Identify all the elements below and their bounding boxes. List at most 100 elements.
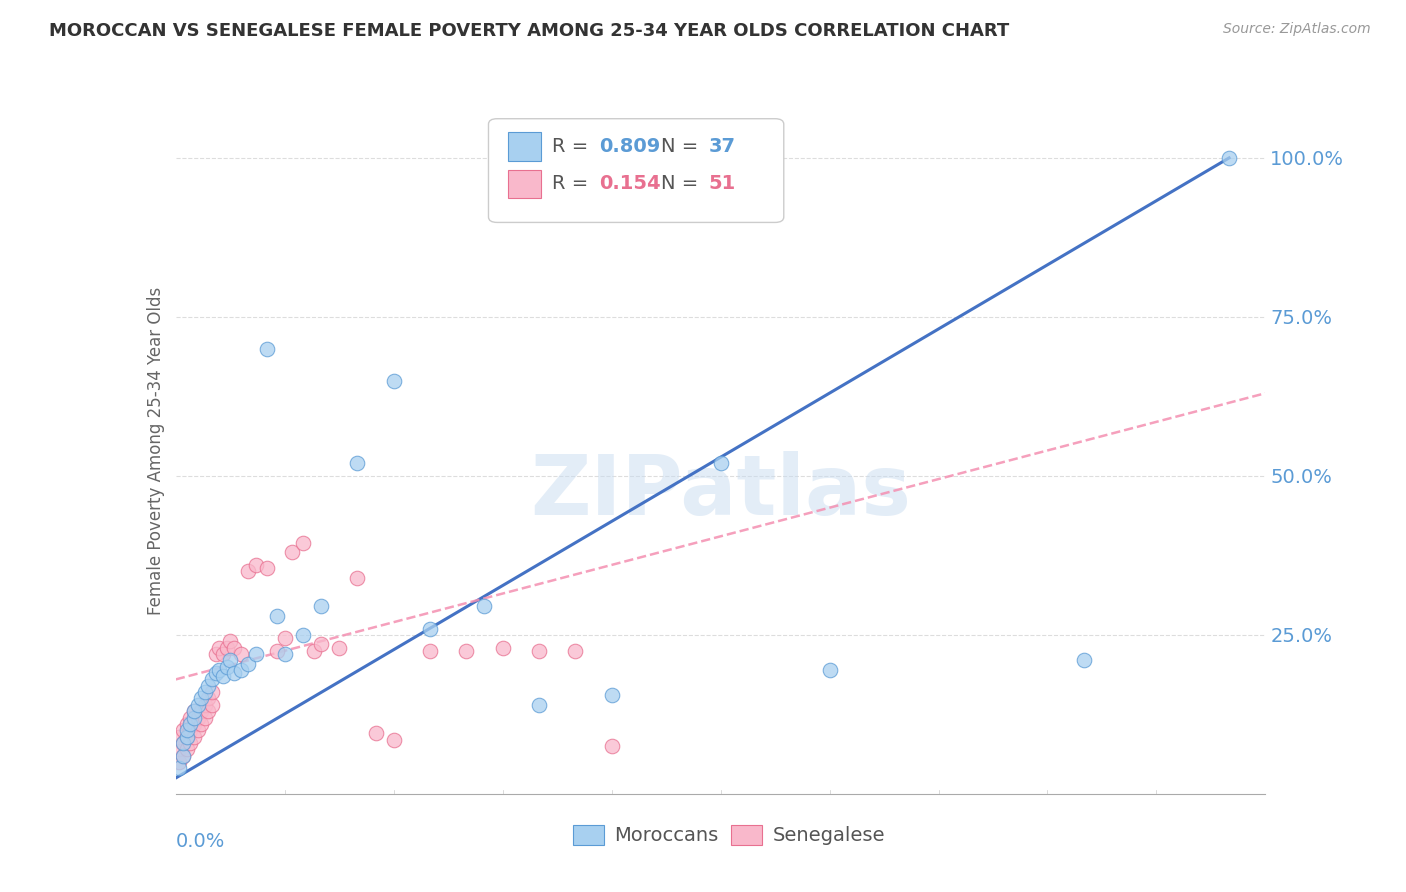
Text: Moroccans: Moroccans [614,826,718,845]
Point [172,748,194,763]
Point [172,748,194,763]
Point [238,657,260,671]
Point [231,647,253,661]
Point [419,622,441,636]
Point [183,710,205,724]
Text: 0.809: 0.809 [599,136,661,156]
Point [256,342,278,356]
Point [474,599,496,614]
Text: MOROCCAN VS SENEGALESE FEMALE POVERTY AMONG 25-34 YEAR OLDS CORRELATION CHART: MOROCCAN VS SENEGALESE FEMALE POVERTY AM… [49,22,1010,40]
FancyBboxPatch shape [508,132,541,161]
Point [222,640,245,655]
Y-axis label: Female Poverty Among 25-34 Year Olds: Female Poverty Among 25-34 Year Olds [146,286,165,615]
Point [183,730,205,744]
Point [176,730,198,744]
Point [169,730,191,744]
Point [1218,151,1240,165]
Text: R =: R = [551,175,595,194]
Point [382,732,405,747]
Point [222,666,245,681]
Point [346,456,368,470]
Point [186,723,209,738]
Point [231,663,253,677]
Point [176,723,198,738]
Point [600,688,623,702]
Point [179,736,201,750]
Point [215,659,238,673]
Point [194,685,217,699]
Point [456,644,478,658]
Text: R =: R = [551,136,595,156]
Point [219,634,242,648]
Text: N =: N = [661,136,704,156]
Point [204,666,226,681]
Point [186,698,209,712]
Point [190,717,212,731]
Point [215,640,238,655]
Point [169,742,191,756]
Point [179,710,201,724]
Point [169,755,191,769]
Point [219,653,242,667]
Point [179,723,201,738]
Point [197,691,219,706]
Point [176,742,198,756]
Point [208,663,231,677]
Point [201,685,224,699]
FancyBboxPatch shape [488,119,783,222]
Point [190,704,212,718]
Point [818,663,841,677]
FancyBboxPatch shape [574,825,605,845]
Text: 0.0%: 0.0% [176,831,225,851]
Point [600,739,623,754]
Text: 37: 37 [709,136,735,156]
Point [527,698,550,712]
Point [172,736,194,750]
Point [238,564,260,578]
Point [194,698,217,712]
Point [328,640,350,655]
Point [309,599,332,614]
Point [274,647,297,661]
Text: 51: 51 [709,175,735,194]
Point [281,545,304,559]
Point [183,704,205,718]
Point [201,673,224,687]
Text: ZIPatlas: ZIPatlas [530,451,911,533]
Point [1073,653,1095,667]
Point [204,647,226,661]
Point [291,628,314,642]
Point [291,535,314,549]
Text: 0.154: 0.154 [599,175,661,194]
Point [208,640,231,655]
Point [245,558,267,572]
Point [183,717,205,731]
Point [190,691,212,706]
Point [364,726,387,740]
Point [245,647,267,661]
FancyBboxPatch shape [508,169,541,198]
Point [382,374,405,388]
Point [194,710,217,724]
Point [212,647,235,661]
Text: N =: N = [661,175,704,194]
Point [564,644,586,658]
Point [256,561,278,575]
Point [183,704,205,718]
Point [201,698,224,712]
Point [527,644,550,658]
FancyBboxPatch shape [731,825,762,845]
Point [266,644,288,658]
Text: Source: ZipAtlas.com: Source: ZipAtlas.com [1223,22,1371,37]
Point [197,679,219,693]
Point [346,571,368,585]
Point [179,717,201,731]
Point [302,644,325,658]
Point [710,456,733,470]
Point [169,761,191,775]
Point [186,710,209,724]
Point [266,608,288,623]
Point [172,736,194,750]
Point [212,669,235,683]
Point [419,644,441,658]
